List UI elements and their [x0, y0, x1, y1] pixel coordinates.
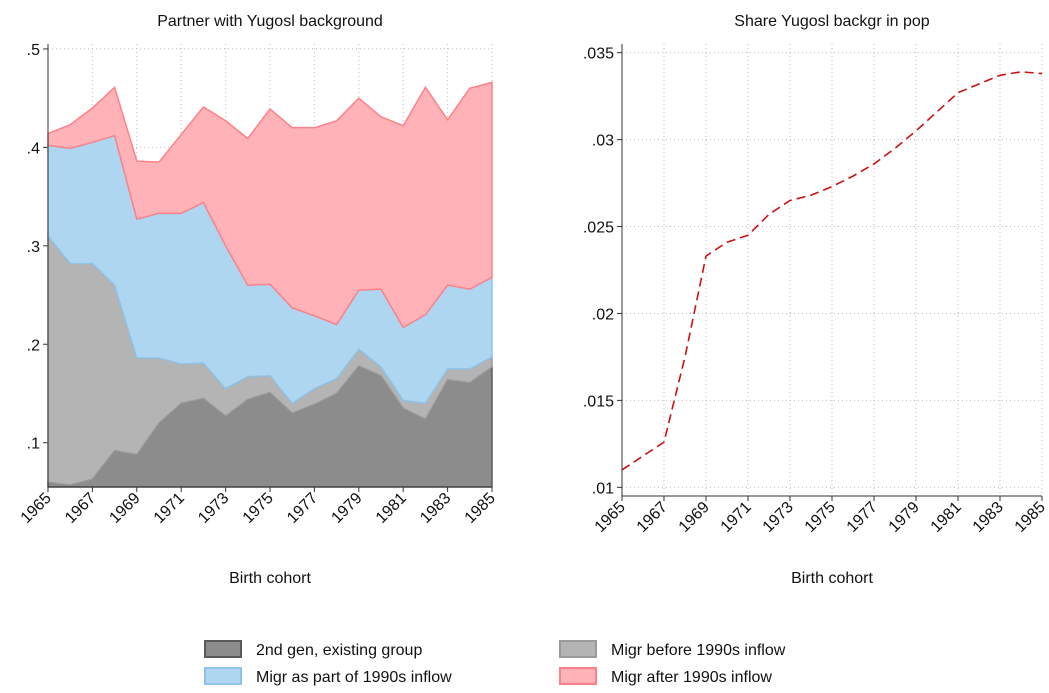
legend-swatch — [559, 667, 597, 685]
x-tick-label: 1977 — [844, 499, 881, 536]
legend-swatch — [559, 640, 597, 658]
y-tick-label: .5 — [27, 42, 40, 59]
x-tick-label: 1965 — [592, 499, 629, 536]
x-tick-label: 1979 — [886, 499, 923, 536]
x-tick-label: 1971 — [718, 499, 755, 536]
x-tick-label: 1983 — [417, 490, 454, 527]
y-tick-label: .03 — [592, 133, 614, 150]
x-tick-label: 1981 — [373, 490, 410, 527]
x-axis-title: Birth cohort — [229, 570, 311, 587]
x-tick-label: 1983 — [970, 499, 1007, 536]
x-tick-label: 1979 — [328, 490, 365, 527]
chart-title: Partner with Yugosl background — [157, 13, 383, 30]
x-tick-label: 1985 — [462, 490, 499, 527]
x-tick-label: 1969 — [676, 499, 713, 536]
x-tick-label: 1977 — [284, 490, 321, 527]
chart-title: Share Yugosl backgr in pop — [734, 13, 930, 30]
legend-swatch — [204, 640, 242, 658]
line — [621, 71, 1043, 471]
x-tick-label: 1973 — [195, 490, 232, 527]
x-tick-label: 1981 — [928, 499, 965, 536]
y-tick-label: .4 — [27, 140, 40, 157]
y-tick-label: .1 — [27, 436, 40, 453]
x-tick-label: 1967 — [62, 490, 99, 527]
y-tick-label: .035 — [583, 46, 614, 63]
legend-swatch — [204, 667, 242, 685]
y-tick-label: .025 — [583, 220, 614, 237]
areas — [47, 81, 493, 488]
x-tick-label: 1965 — [18, 490, 55, 527]
x-tick-label: 1967 — [634, 499, 671, 536]
legend-label: 2nd gen, existing group — [256, 642, 422, 659]
x-tick-label: 1971 — [151, 490, 188, 527]
x-tick-label: 1973 — [760, 499, 797, 536]
y-tick-label: .01 — [592, 480, 614, 497]
x-tick-label: 1985 — [1012, 499, 1049, 536]
legend-label: Migr as part of 1990s inflow — [256, 669, 452, 686]
x-tick-label: 1975 — [802, 499, 839, 536]
y-tick-label: .015 — [583, 393, 614, 410]
y-tick-label: .3 — [27, 239, 40, 256]
legend-label: Migr before 1990s inflow — [611, 642, 786, 659]
x-tick-label: 1969 — [106, 490, 143, 527]
x-tick-label: 1975 — [240, 490, 277, 527]
x-axis-title: Birth cohort — [791, 570, 873, 587]
y-tick-label: .02 — [592, 306, 614, 323]
y-tick-label: .2 — [27, 337, 40, 354]
legend-label: Migr after 1990s inflow — [611, 669, 772, 686]
area — [47, 81, 493, 329]
